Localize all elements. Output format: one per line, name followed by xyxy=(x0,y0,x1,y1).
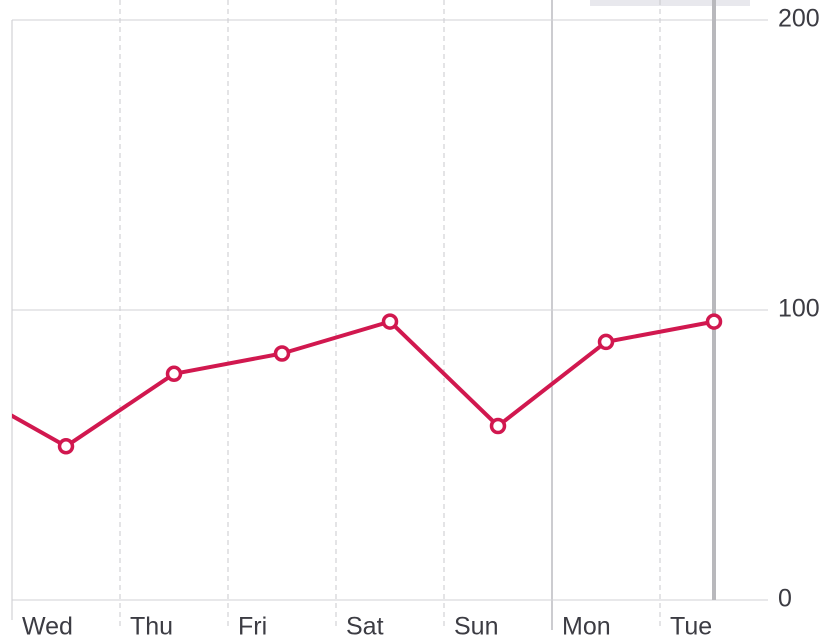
x-tick-label: Mon xyxy=(562,613,611,640)
plot-area xyxy=(12,313,723,455)
series-line xyxy=(12,319,715,449)
point-marker xyxy=(489,417,507,435)
y-tick-label: 200 xyxy=(778,5,820,33)
point-marker xyxy=(273,345,291,362)
x-tick-label: Sat xyxy=(346,613,384,640)
x-tick-label: Thu xyxy=(130,613,173,640)
x-tick-label: Fri xyxy=(238,613,267,640)
point-marker xyxy=(381,313,399,330)
y-tick-label: 0 xyxy=(778,585,792,613)
point-marker xyxy=(705,313,723,330)
x-tick-label: Tue xyxy=(670,613,712,640)
point-marker xyxy=(165,365,183,383)
point-marker xyxy=(57,438,75,455)
x-tick-label: Sun xyxy=(454,613,498,640)
y-tick-label: 100 xyxy=(778,295,820,323)
point-marker xyxy=(597,333,615,351)
tooltip-edge xyxy=(590,0,750,6)
x-tick-label: Wed xyxy=(22,613,73,640)
